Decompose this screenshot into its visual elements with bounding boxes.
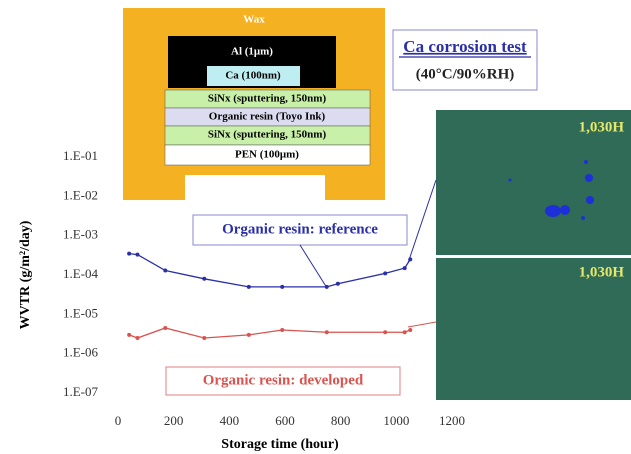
callout <box>300 245 327 288</box>
data-point <box>202 336 206 340</box>
photo-label: 1,030H <box>579 264 625 280</box>
data-point <box>280 328 284 332</box>
series-label: Organic resin: developed <box>203 372 364 388</box>
data-point <box>383 330 387 334</box>
x-tick-label: 200 <box>164 413 184 428</box>
y-tick-label: 1.E-03 <box>63 227 98 242</box>
y-tick-label: 1.E-04 <box>63 266 99 281</box>
data-point <box>135 336 139 340</box>
data-point <box>408 257 412 261</box>
data-point <box>135 253 139 257</box>
layer-label: SiNx (sputtering, 150nm) <box>208 93 327 105</box>
y-tick-label: 1.E-01 <box>63 148 98 163</box>
data-point <box>383 271 387 275</box>
layer-label: PEN (100μm) <box>235 149 299 161</box>
test-title: Ca corrosion test <box>403 37 527 56</box>
data-point <box>163 326 167 330</box>
data-point <box>336 282 340 286</box>
y-tick-label: 1.E-05 <box>63 305 98 320</box>
data-point <box>247 285 251 289</box>
y-tick-label: 1.E-06 <box>63 345 99 360</box>
data-point <box>127 333 131 337</box>
data-point <box>247 333 251 337</box>
x-axis-title: Storage time (hour) <box>221 437 339 452</box>
connector <box>408 322 436 327</box>
data-point <box>202 277 206 281</box>
x-tick-label: 400 <box>220 413 240 428</box>
data-point <box>163 269 167 273</box>
layer-label: Ca (100nm) <box>225 70 281 82</box>
data-point <box>280 285 284 289</box>
structure-diagram: Wax Al (1μm) Ca (100nm) SiNx (sputtering… <box>123 8 385 200</box>
photo-label: 1,030H <box>579 119 625 135</box>
layer-label: Organic resin (Toyo Ink) <box>209 111 326 123</box>
figure: Wax Al (1μm) Ca (100nm) SiNx (sputtering… <box>0 0 631 454</box>
y-tick-label: 1.E-07 <box>63 384 99 399</box>
y-tick-label: 1.E-02 <box>63 187 98 202</box>
layer-label: Al (1μm) <box>231 46 273 58</box>
data-point <box>325 285 329 289</box>
series-line <box>129 328 410 338</box>
layer-label: SiNx (sputtering, 150nm) <box>208 129 327 141</box>
data-point <box>403 266 407 270</box>
data-point <box>127 252 131 256</box>
x-tick-label: 1200 <box>439 413 465 428</box>
data-point <box>403 330 407 334</box>
x-tick-label: 600 <box>275 413 295 428</box>
y-axis-title: WVTR (g/m²/day) <box>18 220 33 329</box>
data-point <box>408 328 412 332</box>
x-tick-label: 800 <box>331 413 351 428</box>
data-point <box>325 330 329 334</box>
series-label: Organic resin: reference <box>222 221 378 237</box>
x-tick-label: 0 <box>115 413 122 428</box>
x-tick-label: 1000 <box>383 413 409 428</box>
test-condition: (40°C/90%RH) <box>416 66 515 82</box>
connector <box>408 180 436 263</box>
series-line <box>129 254 410 287</box>
wax-label: Wax <box>243 14 265 26</box>
